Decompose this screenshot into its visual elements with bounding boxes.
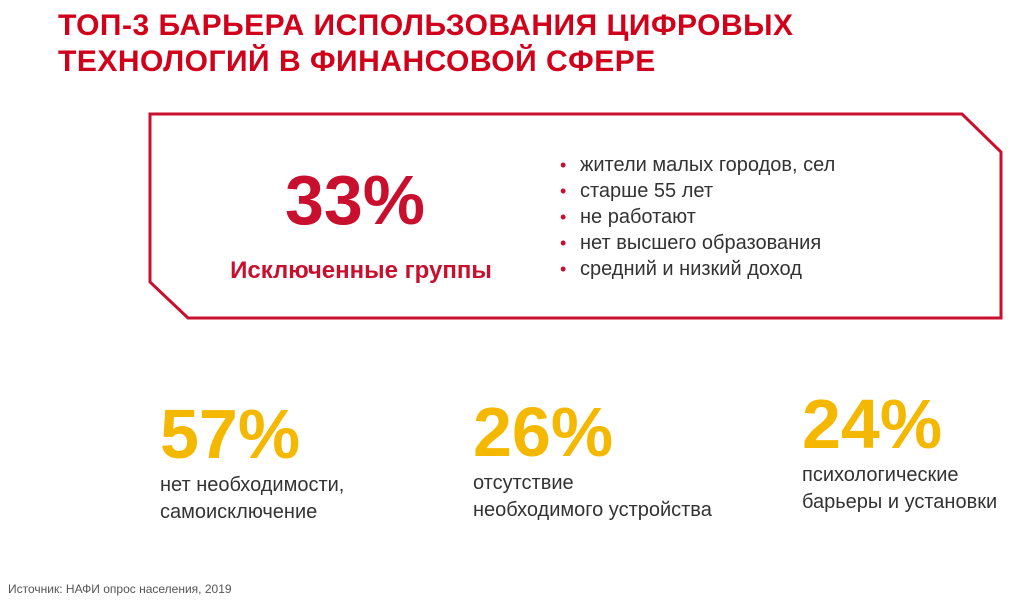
- list-item: • не работают: [560, 204, 835, 230]
- stat-percent: 24%: [802, 385, 943, 463]
- list-item: • старше 55 лет: [560, 178, 835, 204]
- bullet-icon: •: [560, 207, 567, 227]
- list-item-text: нет высшего образования: [580, 232, 822, 254]
- excluded-groups-label: Исключенные группы: [230, 257, 492, 284]
- page-title-line-1: ТОП-3 БАРЬЕРА ИСПОЛЬЗОВАНИЯ ЦИФРОВЫХ: [58, 9, 794, 42]
- source-note: Источник: НАФИ опрос населения, 2019: [8, 582, 232, 596]
- stat-no-device: 26% отсутствие необходимого устройства: [473, 396, 712, 524]
- list-item: • средний и низкий доход: [560, 256, 835, 282]
- stat-description: нет необходимости, самоисключение: [160, 474, 345, 523]
- list-item-text: не работают: [580, 206, 696, 228]
- stat-no-need: 57% нет необходимости, самоисключение: [160, 398, 344, 526]
- page-title: ТОП-3 БАРЬЕРА ИСПОЛЬЗОВАНИЯ ЦИФРОВЫХ ТЕХ…: [58, 8, 794, 80]
- list-item: • жители малых городов, сел: [560, 152, 835, 178]
- excluded-groups-percent: 33%: [284, 161, 426, 239]
- page-title-line-2: ТЕХНОЛОГИЙ В ФИНАНСОВОЙ СФЕРЕ: [58, 45, 656, 78]
- stat-description: отсутствие необходимого устройства: [473, 472, 712, 521]
- bullet-icon: •: [560, 259, 567, 279]
- bullet-icon: •: [560, 181, 567, 201]
- stat-psychological-barriers: 24% психологические барьеры и установки: [802, 388, 997, 516]
- excluded-groups-list: • жители малых городов, сел • старше 55 ле…: [560, 152, 835, 282]
- bullet-icon: •: [560, 233, 567, 253]
- list-item-text: жители малых городов, сел: [580, 154, 836, 176]
- stat-percent: 57%: [160, 395, 301, 473]
- list-item-text: старше 55 лет: [580, 180, 713, 202]
- list-item: • нет высшего образования: [560, 230, 835, 256]
- list-item-text: средний и низкий доход: [580, 258, 802, 280]
- stat-description: психологические барьеры и установки: [802, 464, 998, 513]
- stat-percent: 26%: [473, 393, 614, 471]
- bullet-icon: •: [560, 155, 567, 175]
